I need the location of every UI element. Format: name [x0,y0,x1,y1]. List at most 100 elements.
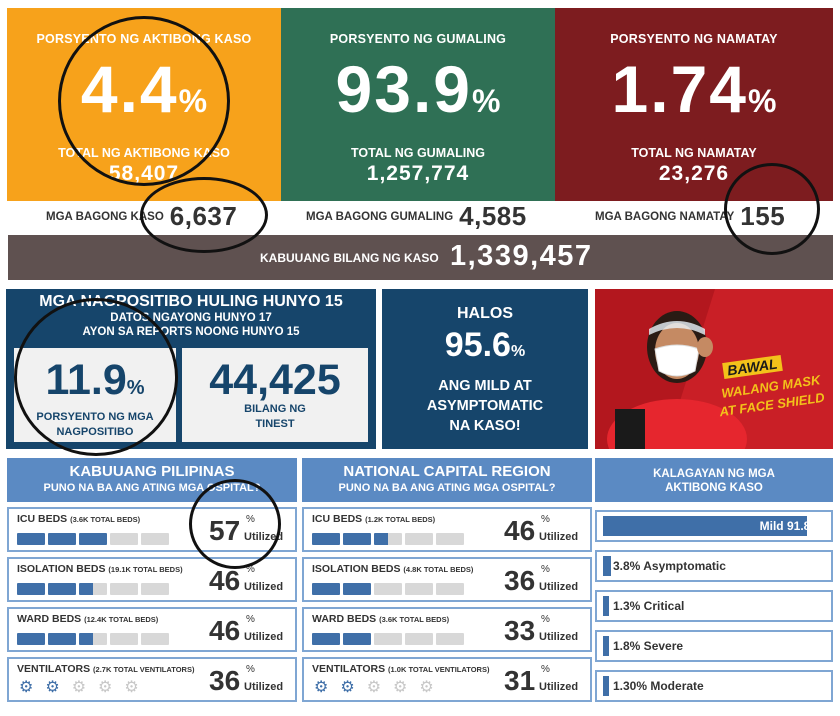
status-bar [603,556,611,576]
utilization-value: 36 [209,665,241,696]
active-cases-box: PORSYENTO NG AKTIBONG KASO 4.4% TOTAL NG… [7,8,281,201]
recovered-total-value: 1,257,774 [366,162,470,185]
utilization-value: 36 [504,565,536,596]
row-name: VENTILATORS [312,663,386,675]
mild-line-3: NA KASO! [449,418,521,434]
positivity-subtitle-2: AYON SA REPORTS NOONG HUNYO 15 [82,326,300,338]
bed-icon [79,583,107,595]
ventilator-icons: ⚙⚙⚙⚙⚙ [19,677,151,697]
status-label: 3.8% Asymptomatic [613,559,726,573]
row-capacity: (3.6K TOTAL BEDS) [70,515,141,524]
row-capacity: (2.7K TOTAL VENTILATORS) [93,665,195,674]
new-recovered-label: MGA BAGONG GUMALING [306,210,454,223]
status-label: Mild 91.8% [759,519,821,533]
new-cases-value: 6,637 [169,201,238,231]
ncr-panel-header: NATIONAL CAPITAL REGION PUNO NA BA ANG A… [302,458,592,502]
bed-icon [141,533,169,545]
row-capacity: (1.0K TOTAL VENTILATORS) [388,665,490,674]
total-cases-value: 1,339,457 [450,240,593,272]
utilized-label: Utilized [539,631,579,643]
utilization-value: 46 [209,615,241,646]
bed-icon [110,633,138,645]
deaths-percent-label: PORSYENTO NG NAMATAY [610,32,778,46]
positivity-rate-box: 11.9% PORSYENTO NG MGA NAGPOSITIBO [14,348,176,442]
utilized-label: Utilized [539,531,579,543]
positivity-rate-label-2: NAGPOSITIBO [56,426,134,438]
mask-campaign-poster: BAWAL WALANG MASK AT FACE SHIELD [595,289,833,449]
row-capacity: (1.2K TOTAL BEDS) [365,515,436,524]
new-recovered-value: 4,585 [459,201,527,231]
bed-icon [343,533,371,545]
row-label: ICU BEDS (3.6K TOTAL BEDS) [17,513,140,525]
bed-icon [436,583,464,595]
hospital-row: VENTILATORS (1.0K TOTAL VENTILATORS) ⚙⚙⚙⚙… [302,657,592,702]
active-percent-label: PORSYENTO NG AKTIBONG KASO [36,32,252,46]
utilization-value: 57 [209,515,241,546]
row-name: ICU BEDS [312,513,363,525]
utilization-percent-sign: % [541,514,550,525]
row-label: WARD BEDS (12.4K TOTAL BEDS) [17,613,158,625]
bed-icon [17,533,45,545]
hospital-row: ICU BEDS (3.6K TOTAL BEDS) 57% Utilized [7,507,297,552]
active-percent-value: 4.4% [80,52,208,126]
utilization-percent-sign: % [246,564,255,575]
row-capacity: (3.6K TOTAL BEDS) [379,615,450,624]
utilization-value: 31 [504,665,536,696]
ncr-panel-subtitle: PUNO NA BA ANG ATING MGA OSPITAL? [338,482,556,494]
hospital-row: VENTILATORS (2.7K TOTAL VENTILATORS) ⚙⚙⚙⚙… [7,657,297,702]
new-deaths-label: MGA BAGONG NAMATAY [595,210,735,223]
status-row: 1.3% Critical [595,590,833,622]
utilization-percent-sign: % [541,614,550,625]
bed-icon [141,583,169,595]
bed-icon [405,533,433,545]
bed-icon [79,633,107,645]
bed-icon [141,633,169,645]
philippines-panel-header: KABUUANG PILIPINAS PUNO NA BA ANG ATING … [7,458,297,502]
bed-icon [110,533,138,545]
row-label: ISOLATION BEDS (19.1K TOTAL BEDS) [17,563,183,575]
mild-value: 95.6% [444,326,526,364]
deaths-total-value: 23,276 [658,162,730,185]
ventilator-icon: ⚙ [393,679,420,696]
row-capacity: (12.4K TOTAL BEDS) [84,615,159,624]
utilization-value: 33 [504,615,536,646]
bed-icons [17,582,172,600]
utilization-percent-sign: % [541,564,550,575]
utilization-percent-sign: % [541,664,550,675]
mild-asymptomatic-panel: HALOS 95.6% ANG MILD AT ASYMPTOMATIC NA … [382,289,588,449]
row-label: ISOLATION BEDS (4.8K TOTAL BEDS) [312,563,473,575]
philippines-panel-subtitle: PUNO NA BA ANG ATING MGA OSPITAL? [43,482,261,494]
bed-icon [48,583,76,595]
ventilator-icons: ⚙⚙⚙⚙⚙ [314,677,446,697]
utilized-label: Utilized [539,681,579,693]
bed-icon [405,583,433,595]
bed-icon [374,533,402,545]
status-bar [603,596,609,616]
active-case-status-panel: KALAGAYAN NG MGA AKTIBONG KASO Mild 91.8… [595,458,833,702]
ventilator-icon: ⚙ [124,679,151,696]
hospital-row: WARD BEDS (3.6K TOTAL BEDS) 33% Utilized [302,607,592,652]
bed-icons [312,582,467,600]
bed-icon [312,583,340,595]
utilization-percent-sign: % [246,514,255,525]
bed-icon [374,633,402,645]
new-deaths: MGA BAGONG NAMATAY 155 [595,201,785,235]
row-name: VENTILATORS [17,663,91,675]
row-name: WARD BEDS [17,613,82,625]
utilization-percent-sign: % [246,614,255,625]
bed-icon [436,633,464,645]
row-capacity: (4.8K TOTAL BEDS) [403,565,474,574]
positivity-panel: MGA NAGPOSITIBO HULING HUNYO 15 DATOS NG… [6,289,376,449]
ventilator-icon: ⚙ [98,679,125,696]
utilized-label: Utilized [244,531,284,543]
mild-head: HALOS [457,305,513,322]
status-label: 1.3% Critical [613,599,685,613]
ventilator-icon: ⚙ [71,679,99,696]
ventilator-icon: ⚙ [314,679,341,696]
status-panel-header: KALAGAYAN NG MGA AKTIBONG KASO [595,458,833,502]
recovered-percent-label: PORSYENTO NG GUMALING [329,32,507,46]
utilization-percent-sign: % [246,664,255,675]
bed-icon [343,633,371,645]
bed-icon [17,633,45,645]
bed-icons [312,632,467,650]
